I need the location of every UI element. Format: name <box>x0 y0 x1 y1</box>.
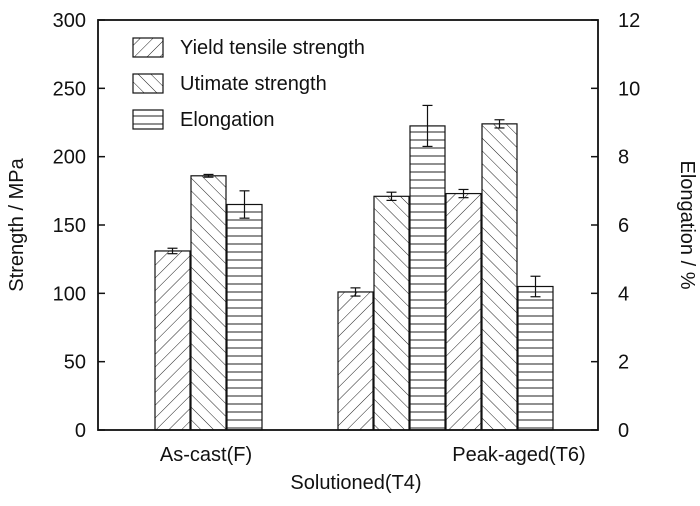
left-axis-ticks: 0 50 100 150 200 250 300 <box>53 10 105 442</box>
bars-layer <box>154 123 554 431</box>
right-axis-ticks: 0 2 4 6 8 10 12 <box>591 10 640 442</box>
bar <box>226 203 263 431</box>
left-tick-label: 150 <box>53 215 86 237</box>
legend-label: Utimate strength <box>180 73 327 95</box>
legend-label: Elongation <box>180 109 275 131</box>
legend-label: Yield tensile strength <box>180 37 365 59</box>
legend-swatch <box>132 109 164 130</box>
left-tick-label: 300 <box>53 10 86 32</box>
right-tick-label: 8 <box>618 147 629 169</box>
bar <box>373 195 410 431</box>
x-category-label: Solutioned(T4) <box>290 472 421 494</box>
left-tick-label: 50 <box>64 352 86 374</box>
bar <box>337 291 374 431</box>
right-tick-label: 10 <box>618 78 640 100</box>
left-tick-label: 250 <box>53 78 86 100</box>
right-tick-label: 6 <box>618 215 629 237</box>
x-category-label: Peak-aged(T6) <box>452 444 585 466</box>
x-category-label: As-cast(F) <box>160 444 252 466</box>
right-tick-label: 4 <box>618 283 629 305</box>
left-axis-title: Strength / MPa <box>6 157 28 291</box>
bar <box>517 285 554 431</box>
left-tick-label: 100 <box>53 283 86 305</box>
legend-swatch <box>132 37 164 58</box>
right-axis-title: Elongation / % <box>676 161 698 290</box>
bar <box>409 125 446 431</box>
bar <box>481 123 518 431</box>
bar <box>190 175 227 431</box>
left-tick-label: 200 <box>53 147 86 169</box>
bar <box>154 250 191 431</box>
left-tick-label: 0 <box>75 420 86 442</box>
legend-swatch <box>132 73 164 94</box>
x-axis-category-labels: As-cast(F) Solutioned(T4) Peak-aged(T6) <box>160 444 586 494</box>
bar <box>445 192 482 431</box>
right-tick-label: 12 <box>618 10 640 32</box>
right-tick-label: 2 <box>618 352 629 374</box>
legend: Yield tensile strength Utimate strength El… <box>132 37 365 131</box>
error-bars-layer <box>167 104 541 298</box>
right-tick-label: 0 <box>618 420 629 442</box>
